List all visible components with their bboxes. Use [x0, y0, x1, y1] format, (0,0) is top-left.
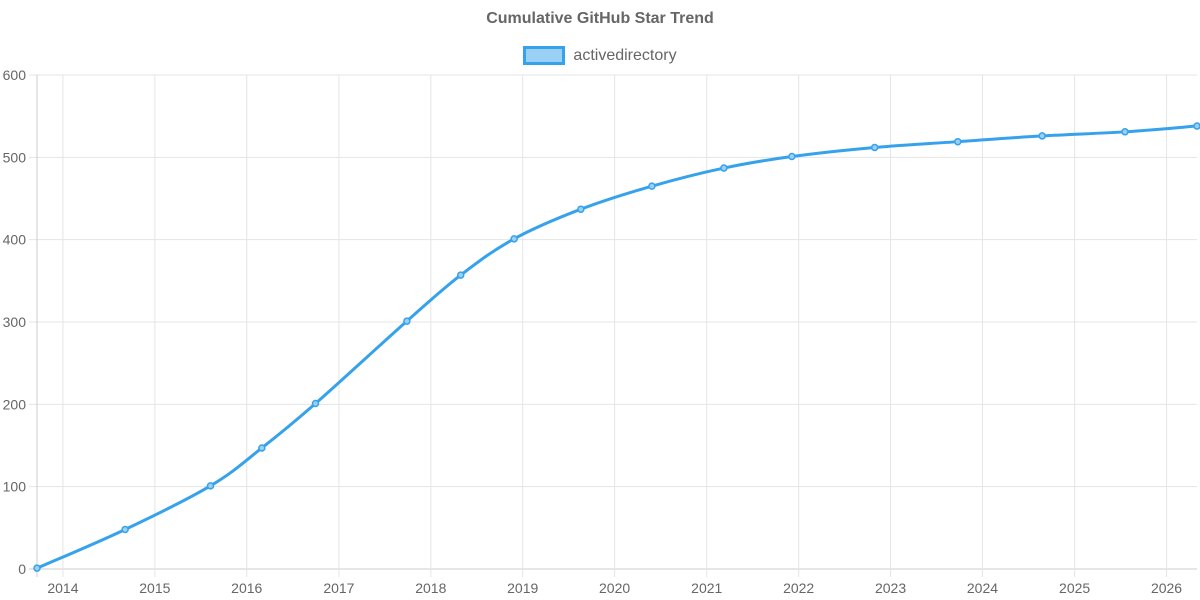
x-tick-label: 2014 [47, 580, 78, 596]
x-tick-label: 2026 [1151, 580, 1182, 596]
x-tick-label: 2023 [875, 580, 906, 596]
y-tick-label: 300 [3, 314, 27, 330]
series-line [36, 124, 1198, 570]
y-tick-label: 100 [3, 479, 27, 495]
data-point [206, 482, 215, 490]
data-point [577, 205, 585, 213]
data-point [121, 525, 129, 534]
data-point [311, 399, 320, 408]
x-tick-label: 2021 [691, 580, 722, 596]
chart-title: Cumulative GitHub Star Trend [486, 10, 714, 27]
data-point [648, 182, 656, 190]
x-tick-label: 2015 [139, 580, 170, 596]
x-tick-label: 2022 [783, 580, 814, 596]
y-tick-label: 0 [18, 561, 26, 577]
x-tick-label: 2016 [231, 580, 262, 596]
data-point [33, 564, 41, 572]
data-point [954, 137, 962, 146]
data-point [1038, 132, 1046, 140]
x-tick-label: 2025 [1059, 580, 1090, 596]
legend: activedirectory [0, 46, 1200, 65]
data-point [510, 235, 518, 243]
data-point [1121, 128, 1129, 136]
y-tick-label: 400 [3, 232, 27, 248]
legend-label[interactable]: activedirectory [573, 46, 677, 64]
data-point [1193, 122, 1200, 130]
x-tick-label: 2017 [323, 580, 354, 596]
series-layer [33, 122, 1200, 572]
y-tick-label: 500 [3, 149, 27, 165]
x-tick-label: 2020 [599, 580, 630, 596]
data-point [258, 444, 266, 452]
grid-layer [29, 74, 1197, 577]
data-point [720, 164, 728, 172]
axis-layer: 0 100 200 300 400 500 600 2014 2015 2016 2017 2018 2… [3, 67, 1183, 596]
data-point [788, 152, 796, 161]
x-tick-label: 2019 [507, 580, 538, 596]
y-tick-label: 600 [3, 67, 27, 83]
y-tick-label: 200 [3, 396, 27, 412]
legend-swatch[interactable] [523, 46, 566, 65]
data-point [870, 143, 879, 152]
x-tick-label: 2018 [415, 580, 446, 596]
data-point [403, 317, 411, 325]
x-tick-label: 2024 [967, 580, 998, 596]
data-point [457, 271, 465, 279]
